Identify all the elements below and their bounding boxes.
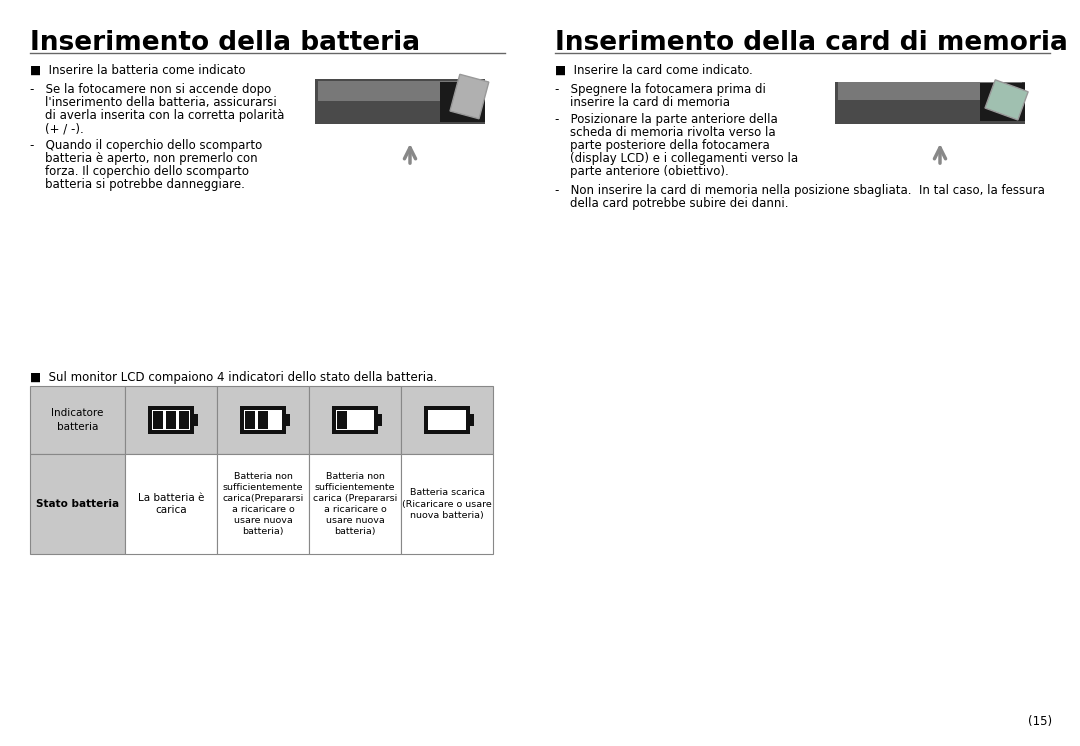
Bar — [336, 410, 374, 430]
Bar — [838, 82, 1022, 100]
Text: inserire la card di memoria: inserire la card di memoria — [555, 96, 730, 109]
Text: Indicatore
batteria: Indicatore batteria — [52, 408, 104, 432]
Text: forza. Il coperchio dello scomparto: forza. Il coperchio dello scomparto — [30, 165, 249, 178]
Bar — [442, 411, 453, 429]
Text: Inserimento della card di memoria: Inserimento della card di memoria — [555, 30, 1068, 56]
Text: ■  Inserire la batteria come indicato: ■ Inserire la batteria come indicato — [30, 64, 245, 77]
Text: di averla inserita con la corretta polarità: di averla inserita con la corretta polar… — [30, 109, 284, 122]
Bar — [179, 411, 189, 429]
Bar — [440, 82, 485, 122]
Text: Stato batteria: Stato batteria — [36, 499, 119, 509]
Bar — [428, 410, 465, 430]
Text: -   Spegnere la fotocamera prima di: - Spegnere la fotocamera prima di — [555, 83, 766, 96]
Bar — [30, 454, 125, 554]
Text: -   Quando il coperchio dello scomparto: - Quando il coperchio dello scomparto — [30, 139, 262, 152]
Bar — [332, 406, 378, 434]
Text: La batteria è
carica: La batteria è carica — [138, 492, 204, 515]
Text: Batteria scarica
(Ricaricare o usare
nuova batteria): Batteria scarica (Ricaricare o usare nuo… — [402, 489, 491, 520]
Text: ■  Sul monitor LCD compaiono 4 indicatori dello stato della batteria.: ■ Sul monitor LCD compaiono 4 indicatori… — [30, 371, 437, 384]
Bar — [258, 411, 268, 429]
Bar — [337, 411, 347, 429]
Bar — [980, 83, 1025, 121]
Bar — [286, 414, 291, 426]
Text: Inserimento della batteria: Inserimento della batteria — [30, 30, 420, 56]
Text: della card potrebbe subire dei danni.: della card potrebbe subire dei danni. — [555, 197, 788, 210]
Bar — [378, 414, 382, 426]
Bar — [424, 406, 470, 434]
Text: parte posteriore della fotocamera: parte posteriore della fotocamera — [555, 139, 770, 152]
Bar — [153, 411, 163, 429]
Bar — [148, 406, 194, 434]
Bar — [152, 410, 190, 430]
Bar — [309, 386, 401, 454]
Bar — [166, 411, 176, 429]
Text: scheda di memoria rivolta verso la: scheda di memoria rivolta verso la — [555, 126, 775, 139]
Text: Batteria non
sufficientemente
carica(Prepararsi
a ricaricare o
usare nuova
batte: Batteria non sufficientemente carica(Pre… — [222, 471, 303, 536]
Bar — [271, 411, 281, 429]
Text: Batteria non
sufficientemente
carica (Prepararsi
a ricaricare o
usare nuova
batt: Batteria non sufficientemente carica (Pr… — [313, 471, 397, 536]
Bar — [450, 75, 489, 119]
Text: batteria si potrebbe danneggiare.: batteria si potrebbe danneggiare. — [30, 178, 245, 191]
Text: -   Se la fotocamere non si accende dopo: - Se la fotocamere non si accende dopo — [30, 83, 271, 96]
Bar — [244, 410, 282, 430]
Text: batteria è aperto, non premerlo con: batteria è aperto, non premerlo con — [30, 152, 258, 165]
Bar — [401, 386, 492, 454]
Bar — [350, 411, 360, 429]
Bar — [363, 411, 373, 429]
Bar — [240, 406, 286, 434]
Text: (15): (15) — [1028, 715, 1052, 728]
Bar — [30, 386, 125, 454]
Text: -   Non inserire la card di memoria nella posizione sbagliata.  In tal caso, la : - Non inserire la card di memoria nella … — [555, 184, 1044, 197]
Bar — [455, 411, 465, 429]
Text: -   Posizionare la parte anteriore della: - Posizionare la parte anteriore della — [555, 113, 778, 126]
Bar — [309, 454, 401, 554]
Bar — [470, 414, 474, 426]
Bar — [125, 386, 217, 454]
Bar — [315, 79, 485, 124]
Text: (display LCD) e i collegamenti verso la: (display LCD) e i collegamenti verso la — [555, 152, 798, 165]
Text: parte anteriore (obiettivo).: parte anteriore (obiettivo). — [555, 165, 729, 178]
Bar — [835, 82, 1025, 124]
Bar — [125, 454, 217, 554]
Bar — [401, 454, 492, 554]
Text: l'inserimento della batteria, assicurarsi: l'inserimento della batteria, assicurars… — [30, 96, 276, 109]
Bar — [217, 454, 309, 554]
Bar — [429, 411, 438, 429]
Text: ■  Inserire la card come indicato.: ■ Inserire la card come indicato. — [555, 64, 753, 77]
Bar — [194, 414, 198, 426]
Bar — [217, 386, 309, 454]
Bar — [245, 411, 255, 429]
Bar — [318, 81, 482, 101]
Bar — [985, 80, 1028, 120]
Text: (+ / -).: (+ / -). — [30, 122, 84, 135]
